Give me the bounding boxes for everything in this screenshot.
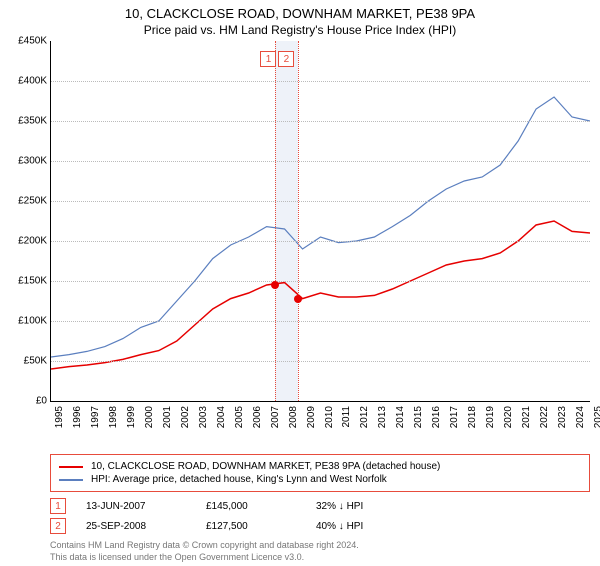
- x-axis-label: 1999: [126, 406, 137, 428]
- x-axis-label: 2021: [521, 406, 532, 428]
- x-axis-label: 1998: [108, 406, 119, 428]
- sales-table: 1 13-JUN-2007 £145,000 32% ↓ HPI 2 25-SEP-200…: [50, 498, 590, 534]
- x-axis-label: 2025: [593, 406, 600, 428]
- y-axis-label: £200K: [3, 236, 47, 247]
- sale-marker-icon: 1: [50, 498, 66, 514]
- sale-row: 1 13-JUN-2007 £145,000 32% ↓ HPI: [50, 498, 590, 514]
- x-axis-label: 1996: [72, 406, 83, 428]
- footer-line: Contains HM Land Registry data © Crown c…: [50, 540, 590, 552]
- x-axis-label: 2000: [144, 406, 155, 428]
- x-axis-label: 2009: [306, 406, 317, 428]
- legend-row: HPI: Average price, detached house, King…: [59, 474, 581, 485]
- price-chart: £0£50K£100K£150K£200K£250K£300K£350K£400…: [50, 41, 590, 402]
- x-axis-label: 2020: [503, 406, 514, 428]
- sale-row: 2 25-SEP-2008 £127,500 40% ↓ HPI: [50, 518, 590, 534]
- y-axis-label: £300K: [3, 156, 47, 167]
- x-axis-label: 2019: [485, 406, 496, 428]
- sale-marker-2: 2: [278, 51, 294, 67]
- y-axis-label: £150K: [3, 276, 47, 287]
- sale-date: 25-SEP-2008: [86, 521, 186, 532]
- chart-title: 10, CLACKCLOSE ROAD, DOWNHAM MARKET, PE3…: [0, 6, 600, 21]
- y-axis-label: £0: [3, 396, 47, 407]
- legend-swatch: [59, 466, 83, 468]
- x-axis-label: 2017: [449, 406, 460, 428]
- x-axis-label: 2022: [539, 406, 550, 428]
- x-axis-label: 2016: [431, 406, 442, 428]
- x-axis-label: 2010: [324, 406, 335, 428]
- x-axis-label: 2007: [270, 406, 281, 428]
- x-axis-label: 2006: [252, 406, 263, 428]
- legend-row: 10, CLACKCLOSE ROAD, DOWNHAM MARKET, PE3…: [59, 461, 581, 472]
- x-axis-label: 2003: [198, 406, 209, 428]
- sale-delta: 32% ↓ HPI: [316, 501, 363, 512]
- sale-date: 13-JUN-2007: [86, 501, 186, 512]
- y-axis-label: £400K: [3, 76, 47, 87]
- y-axis-label: £250K: [3, 196, 47, 207]
- x-axis-label: 2012: [359, 406, 370, 428]
- x-axis-label: 2001: [162, 406, 173, 428]
- legend-label: HPI: Average price, detached house, King…: [91, 474, 387, 485]
- series-hpi: [51, 97, 590, 357]
- x-axis-label: 2024: [575, 406, 586, 428]
- x-axis-label: 2004: [216, 406, 227, 428]
- chart-lines: [51, 41, 590, 401]
- x-axis-labels: 1995 1996 1997 1998 1999 2000 2001 2002 2003 2004…: [50, 402, 590, 446]
- series-price_paid: [51, 221, 590, 369]
- x-axis-label: 2015: [413, 406, 424, 428]
- legend-swatch: [59, 479, 83, 481]
- x-axis-label: 2013: [377, 406, 388, 428]
- sale-price: £145,000: [206, 501, 296, 512]
- x-axis-label: 1997: [90, 406, 101, 428]
- footer-line: This data is licensed under the Open Gov…: [50, 552, 590, 564]
- chart-subtitle: Price paid vs. HM Land Registry's House …: [0, 23, 600, 37]
- x-axis-label: 2018: [467, 406, 478, 428]
- sale-marker-1: 1: [260, 51, 276, 67]
- x-axis-label: 2011: [341, 406, 352, 428]
- x-axis-label: 2002: [180, 406, 191, 428]
- sale-delta: 40% ↓ HPI: [316, 521, 363, 532]
- x-axis-label: 2008: [288, 406, 299, 428]
- x-axis-label: 1995: [54, 406, 65, 428]
- y-axis-label: £50K: [3, 356, 47, 367]
- legend: 10, CLACKCLOSE ROAD, DOWNHAM MARKET, PE3…: [50, 454, 590, 492]
- y-axis-label: £350K: [3, 116, 47, 127]
- sale-dot: [271, 281, 279, 289]
- legend-label: 10, CLACKCLOSE ROAD, DOWNHAM MARKET, PE3…: [91, 461, 440, 472]
- x-axis-label: 2014: [395, 406, 406, 428]
- sale-dot: [294, 295, 302, 303]
- x-axis-label: 2005: [234, 406, 245, 428]
- sale-price: £127,500: [206, 521, 296, 532]
- y-axis-label: £100K: [3, 316, 47, 327]
- x-axis-label: 2023: [557, 406, 568, 428]
- sale-marker-icon: 2: [50, 518, 66, 534]
- y-axis-label: £450K: [3, 36, 47, 47]
